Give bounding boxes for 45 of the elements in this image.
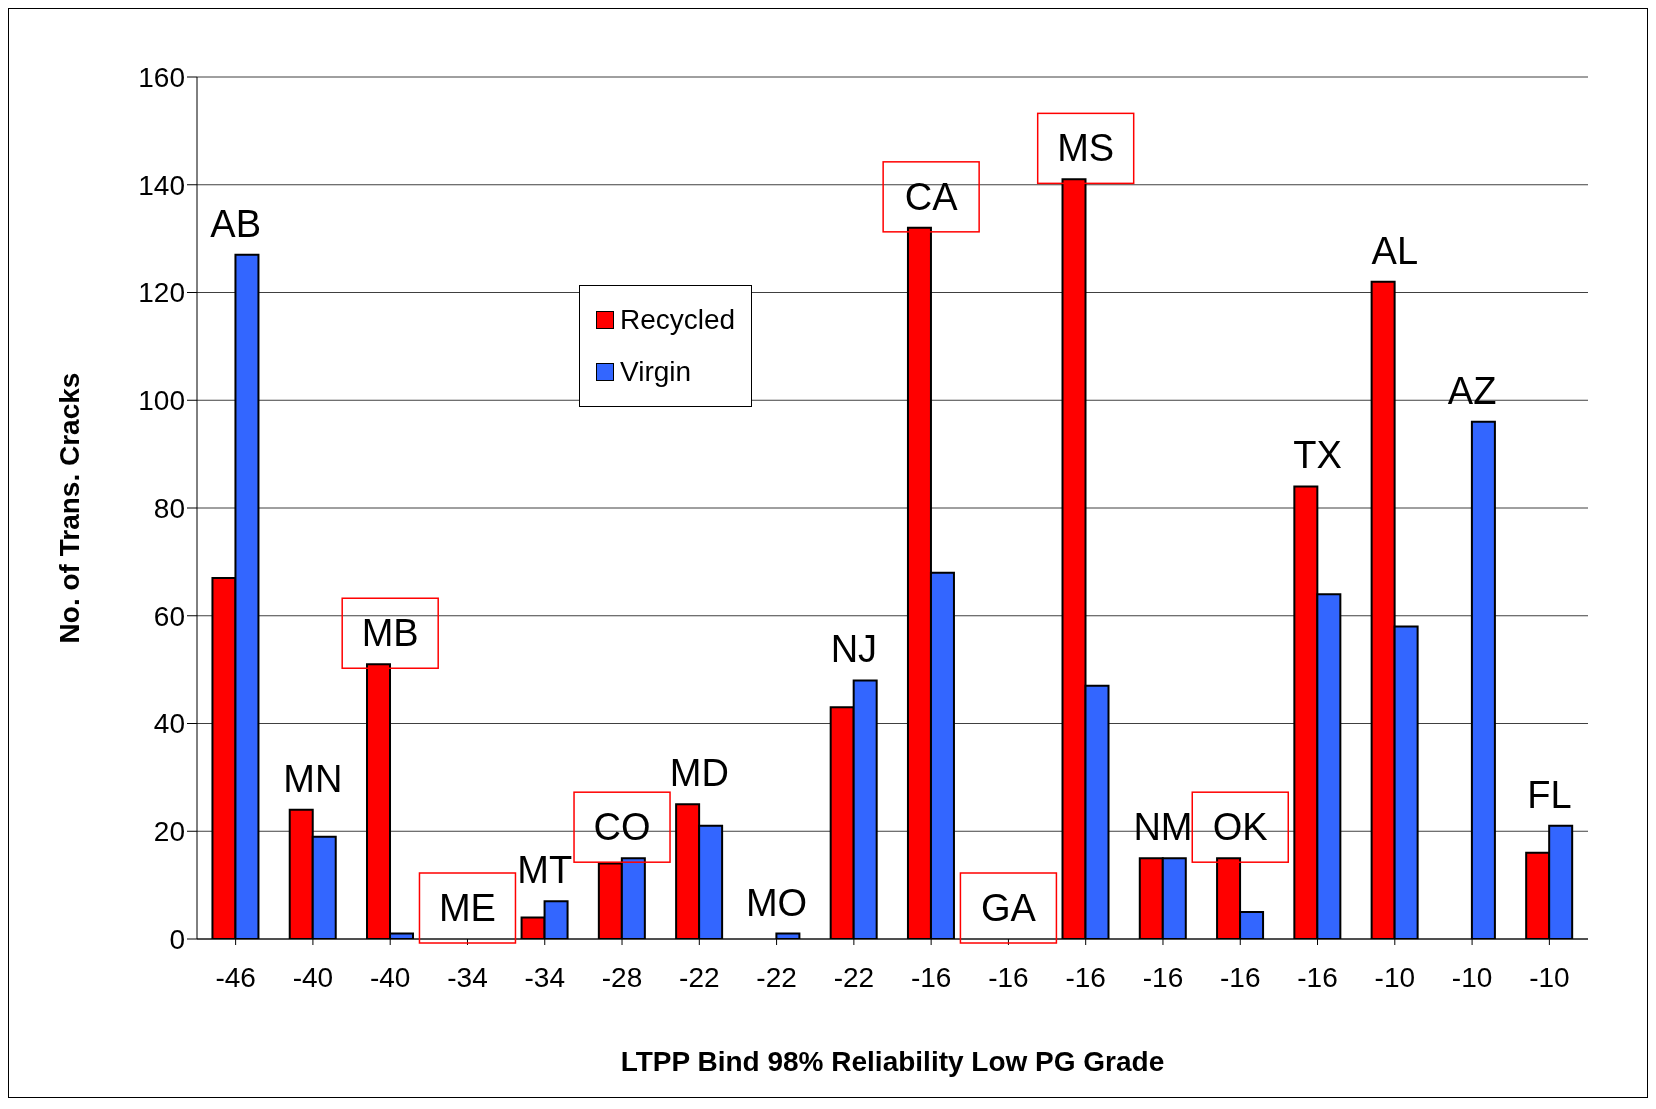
x-tick-label: -16 xyxy=(910,961,952,993)
annotation: MS xyxy=(1057,127,1115,170)
x-tick-label: -40 xyxy=(369,961,411,993)
y-tick-label: 80 xyxy=(153,492,185,524)
annotation: NJ xyxy=(830,628,878,671)
annotation: MD xyxy=(669,752,729,795)
legend-label: Recycled xyxy=(620,304,736,336)
x-tick-label: -34 xyxy=(447,961,488,993)
y-tick-label: 140 xyxy=(138,169,185,201)
annotation: FL xyxy=(1527,773,1572,816)
annotation: AB xyxy=(210,202,261,245)
x-tick-label: -46 xyxy=(215,961,256,993)
x-tick-label: -40 xyxy=(292,961,334,993)
annotation: GA xyxy=(980,887,1037,929)
annotation: MO xyxy=(745,881,808,924)
x-tick-label: -28 xyxy=(601,961,643,993)
y-tick-label: 20 xyxy=(153,816,185,848)
annotation: MT xyxy=(517,849,573,892)
x-tick-label: -10 xyxy=(1529,961,1570,993)
legend-label: Virgin xyxy=(620,356,692,388)
x-tick-label: -16 xyxy=(1220,961,1261,993)
annotation: TX xyxy=(1293,434,1342,477)
x-tick-label: -22 xyxy=(833,961,875,993)
x-tick-label: -22 xyxy=(679,961,720,993)
x-axis-title: LTPP Bind 98% Reliability Low PG Grade xyxy=(620,1046,1165,1077)
y-tick-label: 0 xyxy=(169,923,185,955)
x-tick-label: -10 xyxy=(1374,961,1416,993)
x-tick-label: -22 xyxy=(756,961,797,993)
x-tick-label: -16 xyxy=(988,961,1029,993)
annotation: MN xyxy=(283,757,343,800)
y-tick-label: 40 xyxy=(153,708,185,740)
x-tick-label: -16 xyxy=(1065,961,1106,993)
x-tick-label: -16 xyxy=(1297,961,1338,993)
annotation: ME xyxy=(438,887,496,929)
y-tick-label: 160 xyxy=(138,61,185,93)
y-tick-label: 60 xyxy=(153,600,185,632)
x-tick-label: -34 xyxy=(524,961,565,993)
annotation: MB xyxy=(361,612,419,655)
annotation: AL xyxy=(1371,229,1419,272)
y-tick-label: 120 xyxy=(138,277,185,309)
x-tick-label: -16 xyxy=(1142,961,1184,993)
y-axis-title: No. of Trans. Cracks xyxy=(53,372,85,644)
annotation: CA xyxy=(904,175,959,218)
y-tick-label: 100 xyxy=(138,385,185,417)
x-tick-label: -10 xyxy=(1451,961,1493,993)
